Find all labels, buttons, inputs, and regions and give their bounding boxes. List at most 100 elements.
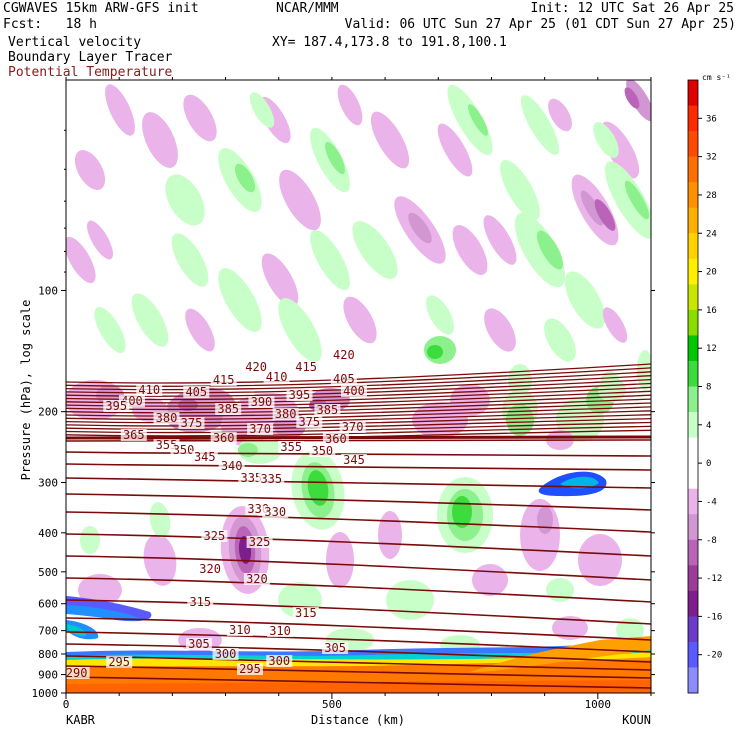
- w-contour-blob: [602, 307, 628, 343]
- theta-label-bg: [197, 563, 224, 575]
- w-contour-blob: [537, 506, 553, 534]
- colorbar-swatch: [688, 412, 698, 438]
- tracer-lower-core: [66, 624, 87, 637]
- w-contour-blob: [234, 163, 256, 193]
- theta-line: [66, 463, 651, 471]
- y-tick-label: 700: [38, 625, 58, 638]
- tracer-upper-core: [66, 605, 145, 621]
- w-contour-blob: [78, 574, 122, 606]
- w-contour-blob: [472, 564, 508, 596]
- theta-label: 380: [156, 411, 178, 425]
- theta-label: 315: [189, 595, 211, 609]
- theta-label: 420: [245, 360, 267, 374]
- w-contour-blob: [552, 616, 588, 640]
- theta-label: 330: [264, 505, 286, 519]
- theta-label: 310: [269, 624, 291, 638]
- theta-label-bg: [263, 371, 290, 383]
- tracer-aloft-core: [560, 476, 599, 489]
- theta-label-bg: [309, 445, 336, 457]
- w-contour-blob: [506, 404, 534, 436]
- w-contour-blob: [520, 95, 560, 155]
- theta-label: 410: [266, 370, 288, 384]
- theta-label-bg: [187, 596, 214, 608]
- theta-label-bg: [191, 451, 218, 463]
- theta-label: 295: [239, 662, 261, 676]
- w-contour-blob: [131, 293, 169, 347]
- theta-label: 370: [342, 420, 364, 434]
- w-contour-blob: [483, 215, 517, 265]
- colorbar-tick-label: 32: [706, 153, 717, 163]
- w-contour-blob: [183, 94, 217, 142]
- theta-line: [66, 398, 651, 414]
- colorbar-swatch: [688, 565, 698, 592]
- theta-label-bg: [215, 403, 242, 415]
- y-tick-label: 1000: [32, 687, 59, 700]
- w-contour-blob: [87, 220, 113, 260]
- colorbar-swatch: [688, 360, 698, 387]
- w-contour-blob: [484, 308, 516, 352]
- w-contour-blob: [624, 180, 650, 220]
- forecast-hour: Fcst: 18 h: [3, 17, 97, 32]
- y-tick-label: 400: [38, 527, 58, 540]
- theta-label: 370: [249, 422, 271, 436]
- theta-line: [66, 665, 651, 679]
- theta-label: 305: [324, 641, 346, 655]
- theta-label: 350: [173, 443, 195, 457]
- colorbar-tick-label: 24: [706, 229, 717, 239]
- w-contour-blob: [537, 230, 563, 270]
- theta-label-bg: [243, 573, 270, 585]
- theta-label-bg: [322, 642, 349, 654]
- w-contour-blob: [343, 296, 377, 344]
- theta-label: 365: [123, 428, 145, 442]
- colorbar-swatch: [688, 386, 698, 413]
- theta-label-bg: [183, 386, 210, 398]
- w-contour-blob: [578, 534, 622, 586]
- w-contour-blob: [218, 268, 262, 332]
- w-contour-blob: [307, 470, 329, 506]
- theta-label: 325: [204, 529, 226, 543]
- theta-label-bg: [330, 373, 357, 385]
- colorbar-tick-label: 16: [706, 306, 717, 316]
- colorbar-tick-label: 28: [706, 191, 717, 201]
- w-contour-blob: [500, 159, 540, 221]
- theta-label-bg: [238, 472, 265, 484]
- colorbar-swatch: [688, 182, 698, 209]
- colorbar-tick-label: -4: [706, 497, 717, 507]
- colorbar-swatch: [688, 309, 698, 336]
- colorbar-swatch: [688, 258, 698, 285]
- w-contour-blob: [548, 98, 572, 132]
- x-tick-label: 500: [322, 698, 342, 711]
- init-time: Init: 12 UTC Sat 26 Apr 25: [530, 1, 735, 16]
- theta-label: 300: [215, 647, 237, 661]
- theta-label: 375: [298, 415, 320, 429]
- theta-label: 335: [240, 471, 262, 485]
- colorbar-tick-label: 8: [706, 383, 711, 393]
- w-contour-blob: [279, 169, 321, 231]
- model-title: CGWAVES 15km ARW-GFS init: [3, 1, 199, 16]
- w-contour-blob: [165, 174, 205, 226]
- theta-label: 335: [260, 472, 282, 486]
- theta-label-bg: [210, 374, 237, 386]
- colorbar-swatch: [688, 463, 698, 490]
- w-contour-blob: [105, 84, 135, 136]
- colorbar-swatch: [688, 207, 698, 234]
- theta-label-bg: [322, 433, 349, 445]
- w-contour-blob: [468, 104, 488, 136]
- colorbar-swatch: [688, 667, 698, 694]
- theta-line: [66, 676, 651, 689]
- x-tick-label: 1000: [585, 698, 612, 711]
- colorbar: 36 32 28 24 20 16 12 8 4 0 -4 -8 -12 -16 -20: [687, 79, 722, 694]
- theta-label: 405: [333, 372, 355, 386]
- theta-label-bg: [66, 667, 90, 679]
- theta-label: 415: [295, 360, 317, 374]
- theta-line: [66, 493, 651, 511]
- colorbar-tick-label: 4: [706, 421, 711, 431]
- theta-label-bg: [272, 408, 299, 420]
- theta-label-bg: [226, 624, 253, 636]
- theta-label: 385: [217, 402, 239, 416]
- theta-line: [66, 410, 651, 424]
- theta-label: 310: [229, 623, 251, 637]
- theta-label: 350: [311, 444, 333, 458]
- colorbar-swatch: [688, 488, 698, 515]
- w-contour-blob: [564, 271, 606, 329]
